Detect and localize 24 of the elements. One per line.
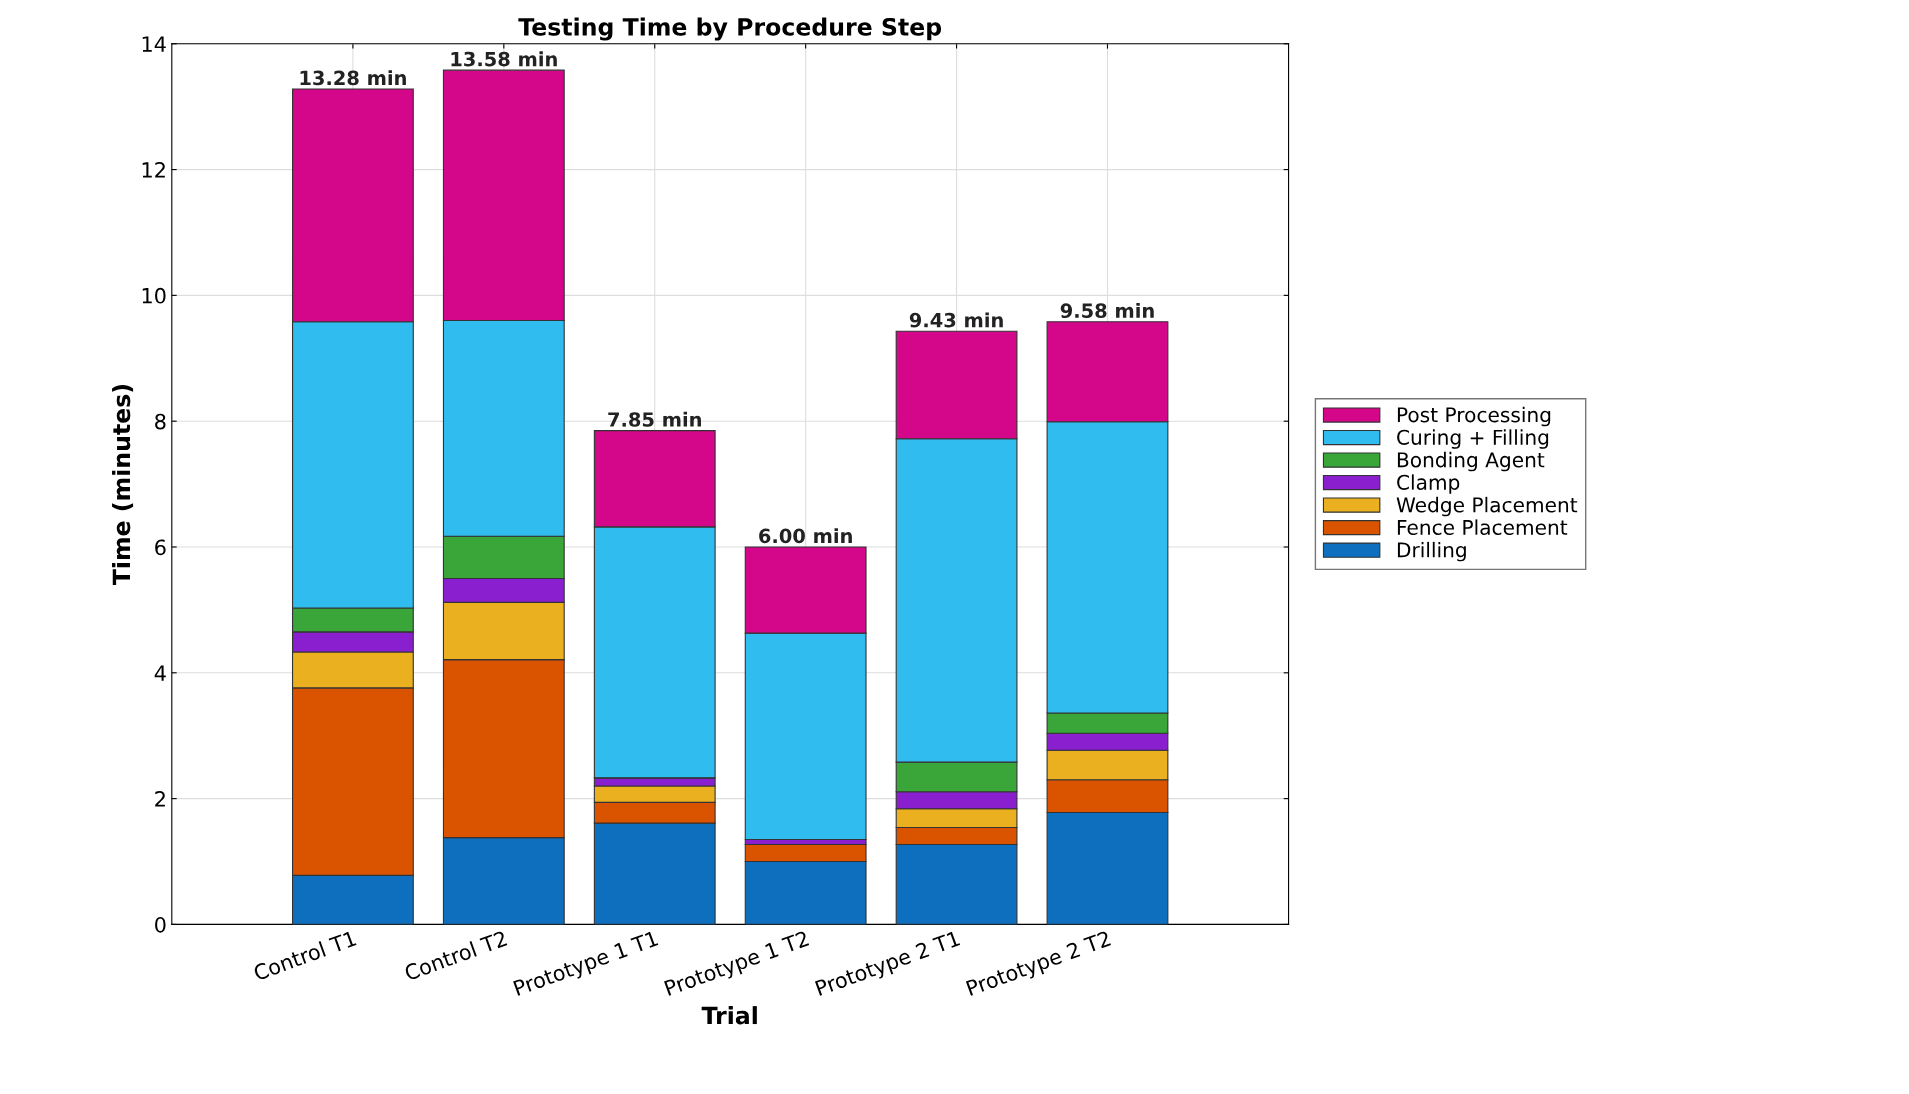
y-axis-title: Time (minutes) bbox=[112, 384, 134, 586]
legend-label: Post Processing bbox=[1397, 406, 1551, 427]
total-label: 9.43 min bbox=[909, 312, 1003, 328]
y-tick-label: 0 bbox=[155, 916, 166, 933]
y-tick-label: 10 bbox=[142, 287, 166, 304]
y-tick-label: 4 bbox=[154, 665, 166, 681]
legend-label: Fence Placement bbox=[1397, 519, 1568, 535]
y-tick-label: 14 bbox=[142, 36, 166, 52]
legend-label: Clamp bbox=[1397, 474, 1460, 494]
total-label: 7.85 min bbox=[608, 411, 701, 427]
x-axis-title: Trial bbox=[701, 1006, 757, 1025]
y-tick-label: 12 bbox=[142, 162, 165, 178]
legend-label: Wedge Placement bbox=[1396, 496, 1578, 517]
chart-title: Testing Time by Procedure Step bbox=[518, 17, 942, 41]
total-label: 6.00 min bbox=[759, 528, 852, 544]
legend-label: Bonding Agent bbox=[1397, 451, 1545, 472]
total-label: 13.58 min bbox=[451, 51, 557, 67]
y-tick-label: 6 bbox=[155, 539, 166, 556]
legend-label: Drilling bbox=[1397, 541, 1466, 562]
legend-label: Curing + Filling bbox=[1397, 429, 1549, 449]
y-tick-label: 8 bbox=[155, 413, 166, 430]
total-label: 9.58 min bbox=[1060, 302, 1154, 319]
total-label: 13.28 min bbox=[300, 70, 406, 86]
y-tick-label: 2 bbox=[155, 791, 165, 807]
